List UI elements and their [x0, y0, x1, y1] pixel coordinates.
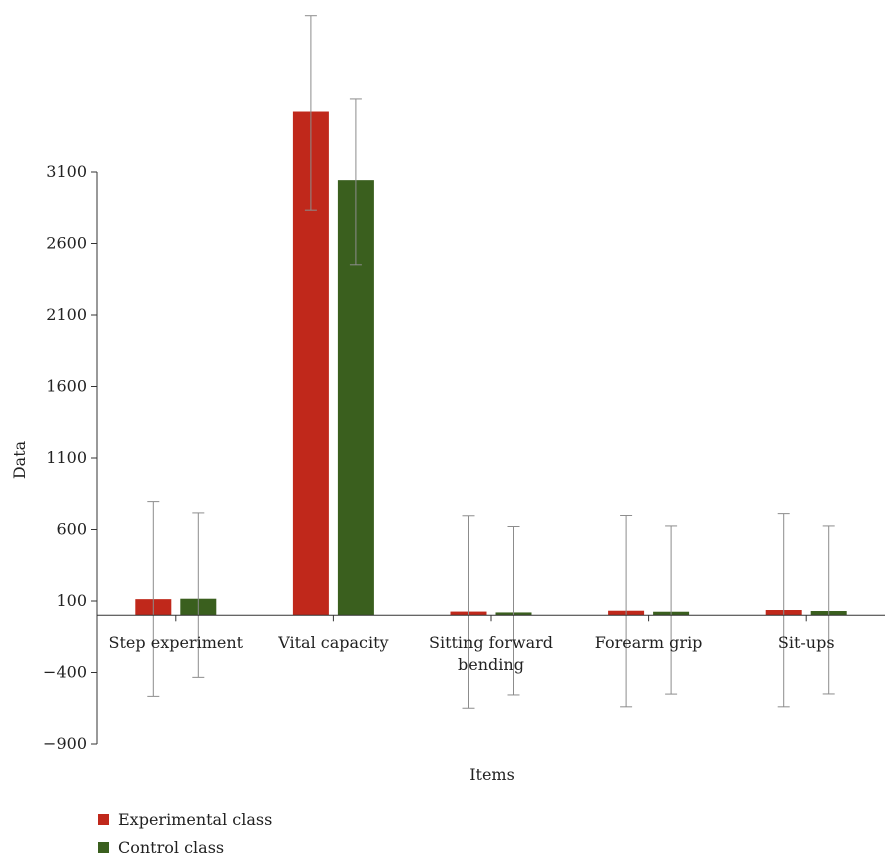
error-bar: [507, 525, 520, 696]
legend-label: Experimental class: [118, 810, 272, 829]
legend-swatch: [98, 842, 109, 853]
y-tick-label: 2600: [46, 234, 87, 253]
bars-layer: [135, 111, 847, 616]
x-tick-label: Vital capacity: [277, 633, 388, 652]
y-axis-label: Data: [10, 440, 29, 479]
error-bar: [304, 15, 317, 211]
legend-swatch: [98, 814, 109, 825]
error-bar: [349, 98, 362, 266]
y-ticks: 3100 2600 2100 1600 1100 600 100 −400 −900: [43, 162, 97, 753]
x-tick-label: Step experiment: [109, 633, 244, 652]
error-bar: [620, 514, 633, 708]
y-tick-label: 100: [56, 591, 87, 610]
error-bar: [665, 525, 678, 695]
y-tick-label: 1600: [46, 377, 87, 396]
x-axis-label: Items: [469, 765, 515, 784]
y-tick-label: −400: [43, 663, 87, 682]
x-tick-label: Sit-ups: [778, 633, 835, 652]
y-tick-label: 600: [56, 520, 87, 539]
legend: Experimental class Control class: [98, 810, 272, 857]
x-ticks: Step experiment Vital capacity Sitting for…: [109, 615, 835, 674]
legend-label: Control class: [118, 838, 224, 857]
error-bars-layer: [147, 15, 835, 709]
x-tick-label: Sitting forward bending: [429, 633, 553, 674]
y-tick-label: −900: [43, 734, 87, 753]
x-tick-label: Forearm grip: [595, 633, 703, 652]
error-bar: [192, 512, 205, 678]
error-bar: [822, 525, 835, 695]
error-bar: [147, 501, 160, 697]
y-tick-label: 3100: [46, 162, 87, 181]
y-tick-label: 2100: [46, 305, 87, 324]
y-tick-label: 1100: [46, 448, 87, 467]
error-bar: [462, 515, 475, 709]
error-bar: [777, 513, 790, 708]
